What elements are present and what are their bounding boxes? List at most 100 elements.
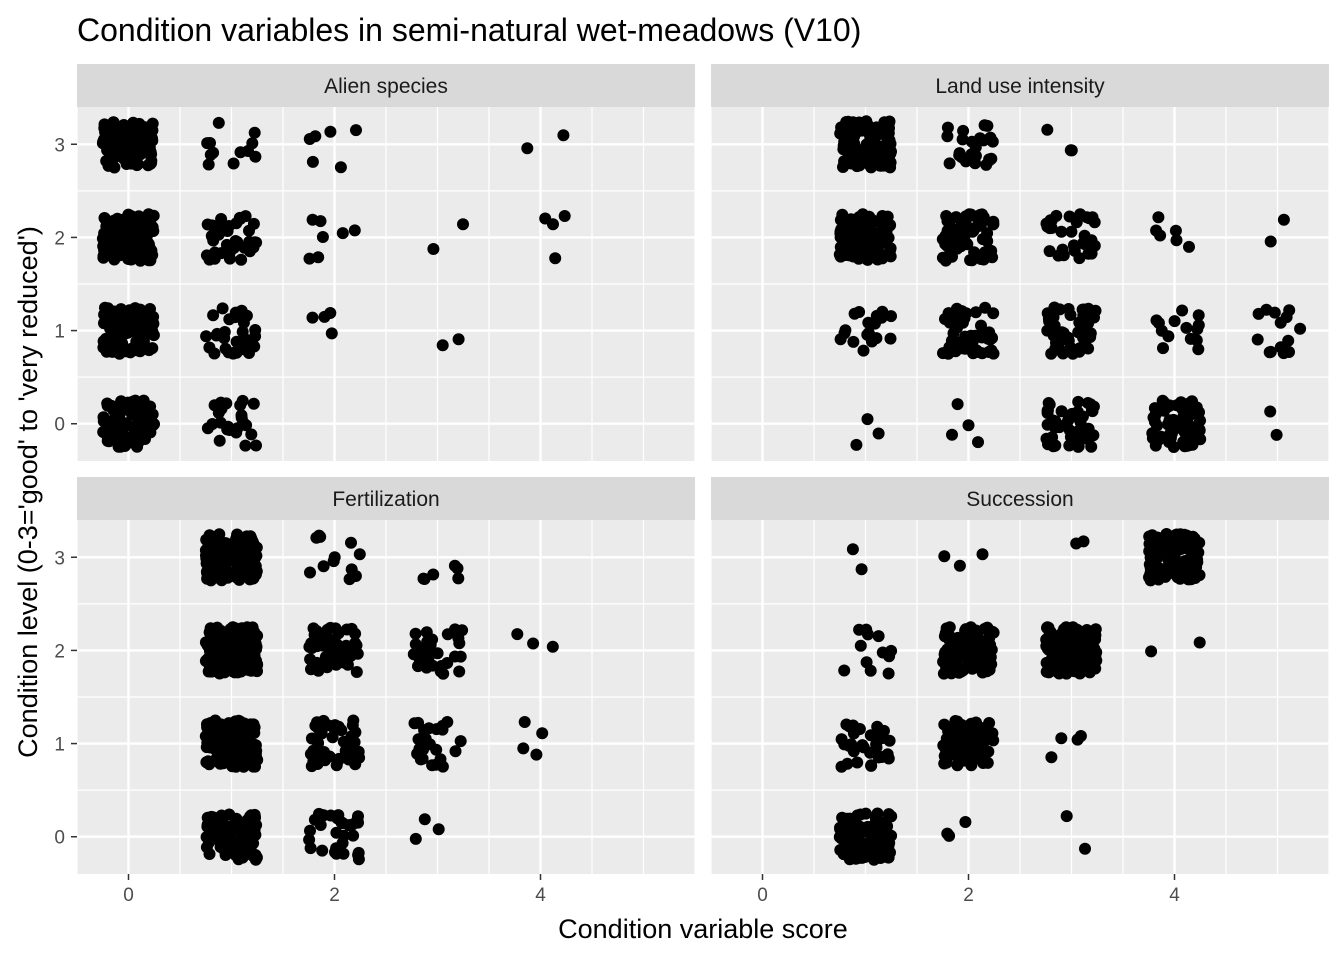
- data-point: [135, 213, 148, 226]
- data-point: [1264, 345, 1277, 358]
- data-point: [1185, 420, 1198, 433]
- data-point: [936, 251, 949, 264]
- data-point: [330, 759, 343, 772]
- data-point: [343, 573, 356, 586]
- strip-label-land-use-intensity: Land use intensity: [935, 75, 1105, 98]
- data-point: [103, 308, 116, 321]
- data-point: [105, 121, 118, 134]
- data-point: [1055, 732, 1068, 745]
- data-point: [1040, 640, 1053, 652]
- data-point: [1072, 395, 1085, 408]
- data-point: [1053, 655, 1066, 668]
- data-point: [967, 224, 980, 237]
- data-point: [1077, 636, 1090, 649]
- data-point: [144, 303, 156, 315]
- data-point: [855, 563, 868, 576]
- data-point: [979, 246, 991, 259]
- data-point: [306, 155, 319, 168]
- data-point: [345, 536, 357, 549]
- data-point: [1172, 543, 1185, 556]
- data-point: [938, 654, 951, 667]
- data-point: [1192, 343, 1205, 356]
- data-point: [967, 631, 979, 644]
- data-point: [943, 157, 956, 170]
- data-point: [1168, 315, 1181, 328]
- data-point: [230, 813, 243, 826]
- data-point: [983, 326, 996, 339]
- data-point: [854, 639, 867, 652]
- data-point: [941, 121, 954, 134]
- data-point: [246, 631, 259, 644]
- data-point: [985, 344, 998, 357]
- data-point: [860, 244, 873, 257]
- data-point: [1064, 309, 1077, 321]
- data-point: [883, 734, 896, 747]
- data-point: [864, 729, 877, 742]
- x-tick-label: 0: [757, 885, 768, 906]
- panels: Alien species 0 1 2 3 Land use intensity Ferti…: [54, 64, 1330, 906]
- data-point: [212, 642, 225, 655]
- data-point: [858, 851, 871, 863]
- data-point: [235, 548, 248, 561]
- data-point: [969, 306, 982, 319]
- data-point: [211, 823, 224, 836]
- data-point: [212, 754, 224, 767]
- data-point: [1057, 347, 1069, 360]
- data-point: [1055, 405, 1068, 418]
- data-point: [1070, 537, 1083, 550]
- x-tick-label: 0: [123, 885, 134, 906]
- data-point: [1192, 309, 1205, 322]
- data-point: [863, 129, 876, 141]
- data-point: [205, 230, 218, 242]
- data-point: [1181, 439, 1193, 452]
- data-point: [958, 312, 971, 325]
- data-point: [1169, 224, 1182, 237]
- data-point: [979, 636, 992, 649]
- data-point: [409, 627, 422, 640]
- data-point: [876, 214, 889, 227]
- y-axis-title: Condition level (0-3='good' to 'very red…: [13, 226, 43, 758]
- data-point: [849, 852, 862, 865]
- data-point: [143, 123, 156, 136]
- data-point: [230, 533, 242, 546]
- data-point: [318, 310, 331, 323]
- data-point: [239, 439, 252, 452]
- data-point: [1065, 225, 1078, 238]
- data-point: [243, 532, 256, 545]
- data-point: [304, 566, 316, 579]
- data-point: [1050, 209, 1063, 222]
- data-point: [242, 841, 255, 854]
- data-point: [441, 716, 454, 728]
- data-point: [1154, 229, 1167, 242]
- data-point: [117, 309, 130, 322]
- panel-alien-species: Alien species 0 1 2 3: [54, 64, 696, 461]
- data-point: [242, 145, 254, 157]
- data-point: [1150, 314, 1163, 327]
- data-point: [350, 124, 362, 137]
- data-point: [249, 560, 262, 573]
- data-point: [959, 210, 972, 223]
- data-point: [530, 748, 543, 761]
- data-point: [132, 424, 145, 437]
- data-point: [975, 319, 987, 332]
- data-point: [307, 754, 320, 767]
- data-point: [325, 327, 338, 340]
- data-point: [108, 429, 121, 442]
- data-point: [218, 332, 231, 345]
- data-point: [250, 439, 262, 452]
- data-point: [943, 341, 956, 354]
- data-point: [1176, 402, 1189, 415]
- data-point: [199, 730, 212, 743]
- data-point: [974, 208, 987, 221]
- strip-label-succession: Succession: [966, 488, 1073, 511]
- data-point: [885, 310, 897, 323]
- data-point: [981, 235, 994, 248]
- data-point: [332, 720, 345, 733]
- data-point: [1071, 733, 1084, 746]
- data-point: [322, 719, 334, 732]
- data-point: [980, 659, 993, 672]
- data-point: [950, 302, 963, 315]
- data-point: [835, 733, 848, 746]
- data-point: [877, 834, 890, 847]
- data-point: [870, 332, 883, 345]
